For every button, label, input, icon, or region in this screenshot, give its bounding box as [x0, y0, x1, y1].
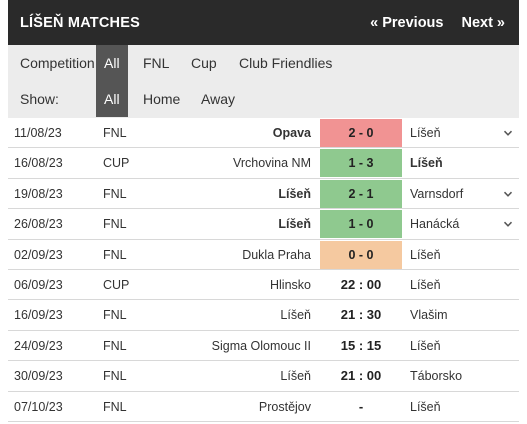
home-team[interactable]: Dukla Praha [242, 247, 311, 262]
match-competition: FNL [103, 308, 127, 323]
match-date: 02/09/23 [14, 247, 63, 262]
match-date: 19/08/23 [14, 186, 63, 201]
match-row[interactable]: 26/08/23 FNL Líšeň 1 - 0 Hanácká [8, 209, 519, 240]
show-filter-home[interactable]: Home [143, 91, 181, 107]
home-team[interactable]: Sigma Olomouc II [211, 338, 311, 353]
match-competition: FNL [103, 338, 127, 353]
away-team[interactable]: Hanácká [410, 217, 460, 232]
home-team[interactable]: Líšeň [280, 369, 311, 384]
match-competition: CUP [103, 277, 130, 292]
home-team[interactable]: Opava [272, 126, 311, 140]
match-date: 16/08/23 [14, 156, 63, 171]
chevron-down-icon[interactable] [497, 209, 519, 239]
away-team[interactable]: Táborsko [410, 369, 463, 384]
home-team[interactable]: Hlinsko [270, 277, 311, 292]
show-filter-all[interactable]: All [96, 81, 128, 117]
match-score[interactable]: 21 : 00 [340, 368, 382, 384]
match-row[interactable]: 16/08/23 CUP Vrchovina NM 1 - 3 Líšeň [8, 148, 519, 179]
match-competition: FNL [103, 217, 127, 232]
match-score[interactable]: - [358, 398, 364, 414]
away-team[interactable]: Líšeň [410, 126, 441, 140]
away-team[interactable]: Vlašim [410, 308, 448, 323]
match-list: 11/08/23 FNL Opava 2 - 0 Líšeň 16/08/23 CUP Vrc… [8, 118, 519, 422]
competition-filter-cup[interactable]: Cup [191, 55, 217, 71]
match-row[interactable]: 30/09/23 FNL Líšeň 21 : 00 Táborsko [8, 361, 519, 392]
competition-label: Competition: [20, 55, 99, 71]
match-date: 24/09/23 [14, 338, 63, 353]
match-row[interactable]: 24/09/23 FNL Sigma Olomouc II 15 : 15 Líšeň [8, 331, 519, 362]
match-row[interactable]: 06/09/23 CUP Hlinsko 22 : 00 Líšeň [8, 270, 519, 301]
previous-link[interactable]: « Previous [370, 14, 444, 31]
match-date: 26/08/23 [14, 217, 63, 232]
match-row[interactable]: 11/08/23 FNL Opava 2 - 0 Líšeň [8, 118, 519, 149]
match-competition: FNL [103, 369, 127, 384]
match-row[interactable]: 16/09/23 FNL Líšeň 21 : 30 Vlašim [8, 300, 519, 331]
match-score[interactable]: 0 - 0 [320, 240, 402, 269]
match-score[interactable]: 2 - 1 [320, 179, 402, 208]
match-competition: CUP [103, 156, 130, 171]
away-team[interactable]: Varnsdorf [410, 186, 464, 201]
next-link[interactable]: Next » [461, 14, 505, 31]
home-team[interactable]: Líšeň [278, 217, 311, 232]
competition-filter-all[interactable]: All [96, 45, 128, 81]
away-team[interactable]: Líšeň [410, 156, 443, 171]
match-row[interactable]: 19/08/23 FNL Líšeň 2 - 1 Varnsdorf [8, 179, 519, 210]
match-score[interactable]: 1 - 0 [320, 210, 402, 239]
match-score[interactable]: 1 - 3 [320, 149, 402, 178]
show-label: Show: [20, 91, 59, 107]
away-team[interactable]: Líšeň [410, 277, 441, 292]
away-team[interactable]: Líšeň [410, 399, 441, 414]
match-competition: FNL [103, 126, 127, 140]
match-score[interactable]: 22 : 00 [340, 276, 382, 292]
home-team[interactable]: Prostějov [258, 399, 311, 414]
match-row[interactable]: 02/09/23 FNL Dukla Praha 0 - 0 Líšeň [8, 240, 519, 270]
home-team[interactable]: Líšeň [280, 308, 311, 323]
match-date: 16/09/23 [14, 308, 63, 323]
match-competition: FNL [103, 399, 127, 414]
match-competition: FNL [103, 247, 127, 262]
match-competition: FNL [103, 186, 127, 201]
home-team[interactable]: Vrchovina NM [232, 156, 311, 171]
show-filter-away[interactable]: Away [201, 91, 235, 107]
page-title: LÍŠEŇ MATCHES [20, 14, 140, 31]
chevron-down-icon[interactable] [497, 179, 519, 209]
pagination-nav: « Previous Next » [370, 15, 505, 31]
match-score[interactable]: 2 - 0 [320, 119, 402, 147]
match-row[interactable]: 07/10/23 FNL Prostějov - Líšeň [8, 392, 519, 422]
match-date: 11/08/23 [14, 126, 62, 140]
match-date: 30/09/23 [14, 369, 63, 384]
home-team[interactable]: Líšeň [278, 186, 311, 201]
match-date: 06/09/23 [14, 277, 63, 292]
matches-header: LÍŠEŇ MATCHES « Previous Next » [8, 0, 519, 45]
competition-filter-club-friendlies[interactable]: Club Friendlies [239, 55, 333, 71]
away-team[interactable]: Líšeň [410, 247, 441, 262]
away-team[interactable]: Líšeň [410, 338, 441, 353]
match-date: 07/10/23 [14, 399, 63, 414]
match-score[interactable]: 15 : 15 [340, 337, 382, 353]
chevron-down-icon[interactable] [497, 118, 519, 148]
competition-filter-fnl[interactable]: FNL [143, 55, 170, 71]
match-score[interactable]: 21 : 30 [340, 307, 382, 323]
filter-panel: Competition: All FNL Cup Club Friendlies… [8, 45, 519, 118]
